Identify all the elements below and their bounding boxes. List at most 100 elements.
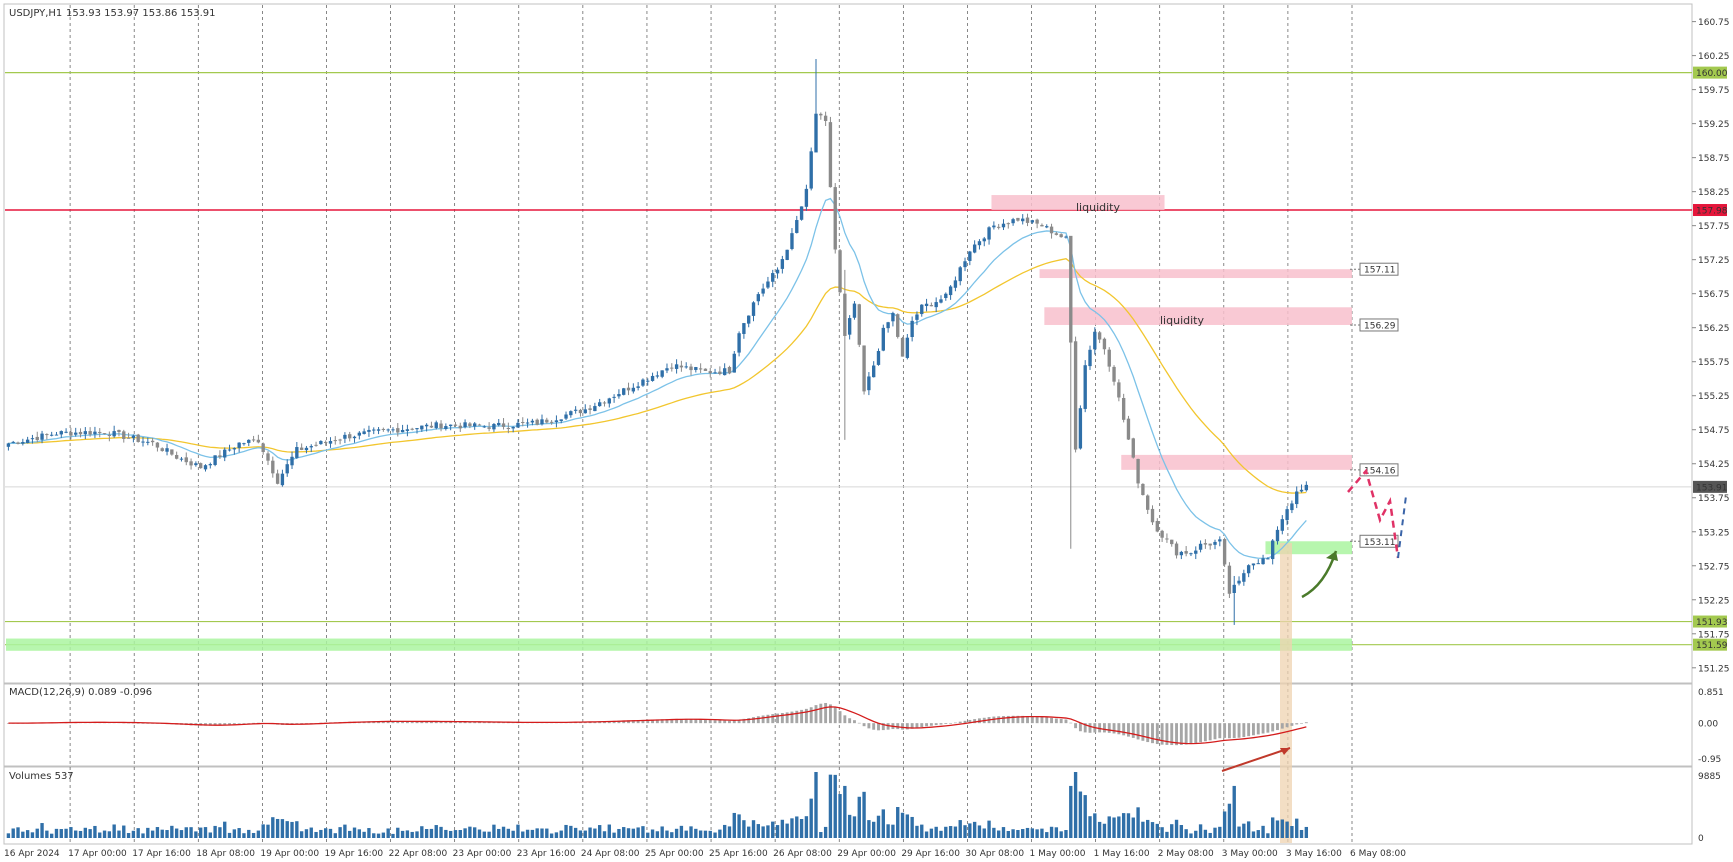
- volume-bar: [756, 824, 761, 838]
- macd-bar: [1285, 723, 1289, 728]
- macd-bar: [1078, 723, 1082, 732]
- macd-bar: [819, 703, 823, 724]
- volume-bar: [1073, 772, 1078, 838]
- macd-bar: [617, 720, 621, 724]
- volume-bar: [948, 826, 953, 838]
- candle: [189, 458, 193, 470]
- candle: [396, 423, 400, 437]
- candle: [506, 422, 511, 434]
- volume-bar: [1246, 821, 1251, 838]
- price-tick: 151.25: [1698, 664, 1730, 674]
- volume-bar: [646, 832, 650, 838]
- macd-bar: [1300, 723, 1303, 724]
- macd-bar: [141, 723, 145, 724]
- candle: [30, 434, 35, 444]
- macd-bar: [699, 719, 703, 724]
- macd-bar: [482, 722, 486, 724]
- time-tick: 25 Apr 00:00: [645, 849, 704, 859]
- macd-bar: [420, 721, 424, 724]
- volume-bar: [996, 830, 1001, 838]
- volume-bar: [1290, 826, 1294, 838]
- volume-bar: [170, 825, 174, 838]
- candle: [285, 459, 289, 477]
- volume-bar: [708, 830, 712, 838]
- time-tick: 18 Apr 08:00: [196, 849, 255, 859]
- candle: [343, 432, 347, 444]
- candle: [766, 276, 770, 289]
- candle: [867, 372, 871, 396]
- candle: [872, 361, 876, 378]
- candle: [1261, 554, 1265, 565]
- volume-bar: [1174, 819, 1179, 838]
- volume-bar: [641, 826, 645, 838]
- time-tick: 1 May 16:00: [1094, 849, 1150, 859]
- macd-bar: [843, 715, 847, 724]
- candle: [775, 267, 780, 279]
- candle: [1218, 536, 1222, 547]
- macd-bar: [958, 721, 962, 724]
- volume-bar: [814, 772, 818, 838]
- volume-bar: [535, 828, 539, 838]
- volume-bar: [410, 831, 414, 838]
- candle: [549, 419, 554, 425]
- time-tick: 17 Apr 00:00: [68, 849, 127, 859]
- volume-bar: [338, 827, 342, 838]
- price-tick: 153.25: [1698, 528, 1730, 538]
- volume-bar: [915, 825, 919, 838]
- volume-bar: [458, 829, 462, 838]
- macd-bar: [660, 719, 664, 724]
- candle: [227, 444, 232, 452]
- macd-bar: [223, 723, 227, 725]
- volume-bar: [242, 833, 246, 838]
- macd-panel[interactable]: [3, 683, 1693, 767]
- candle: [295, 441, 299, 459]
- volume-bar: [838, 794, 842, 838]
- volume-bar: [54, 828, 59, 838]
- candle: [88, 427, 92, 437]
- candle: [424, 423, 429, 432]
- volume-bar: [804, 816, 809, 838]
- macd-bar: [848, 718, 852, 724]
- volume-bar: [333, 833, 337, 838]
- candle: [708, 368, 712, 378]
- volume-bar: [429, 828, 434, 838]
- candle: [405, 424, 410, 437]
- volume-bars: [6, 772, 1309, 838]
- candle: [1208, 543, 1212, 550]
- macd-bar: [1011, 715, 1015, 724]
- support-151-59-tag: 151.59: [1693, 638, 1728, 651]
- candle: [501, 418, 506, 430]
- candle: [1117, 379, 1121, 402]
- price-tick: 158.75: [1698, 154, 1730, 164]
- svg-text:153.91: 153.91: [1696, 483, 1728, 493]
- volume-bar: [309, 827, 313, 838]
- candle: [1160, 529, 1164, 542]
- svg-text:151.93: 151.93: [1696, 618, 1728, 628]
- volume-bar: [1194, 830, 1198, 838]
- candle: [525, 418, 530, 428]
- candle: [232, 447, 237, 455]
- macd-bar: [1122, 723, 1126, 736]
- macd-bar: [232, 723, 236, 725]
- candle: [83, 427, 88, 440]
- candle: [184, 452, 188, 466]
- volume-bar: [1064, 830, 1068, 838]
- volume-bar: [626, 828, 631, 838]
- candle: [1170, 539, 1174, 547]
- symbol-title: USDJPY,H1: [9, 8, 62, 19]
- candle: [434, 420, 438, 430]
- macd-bar: [1102, 723, 1106, 733]
- macd-bar: [300, 723, 304, 724]
- candles: [6, 59, 1309, 625]
- volume-bar: [636, 827, 640, 838]
- volume-bar: [602, 831, 607, 838]
- candle: [275, 469, 280, 485]
- volume-bar: [415, 831, 419, 838]
- macd-bar: [1223, 723, 1227, 738]
- candle: [910, 316, 914, 342]
- price-panel[interactable]: [3, 3, 1693, 684]
- macd-bar: [391, 721, 395, 724]
- volume-bar: [223, 821, 227, 838]
- candle: [622, 387, 626, 396]
